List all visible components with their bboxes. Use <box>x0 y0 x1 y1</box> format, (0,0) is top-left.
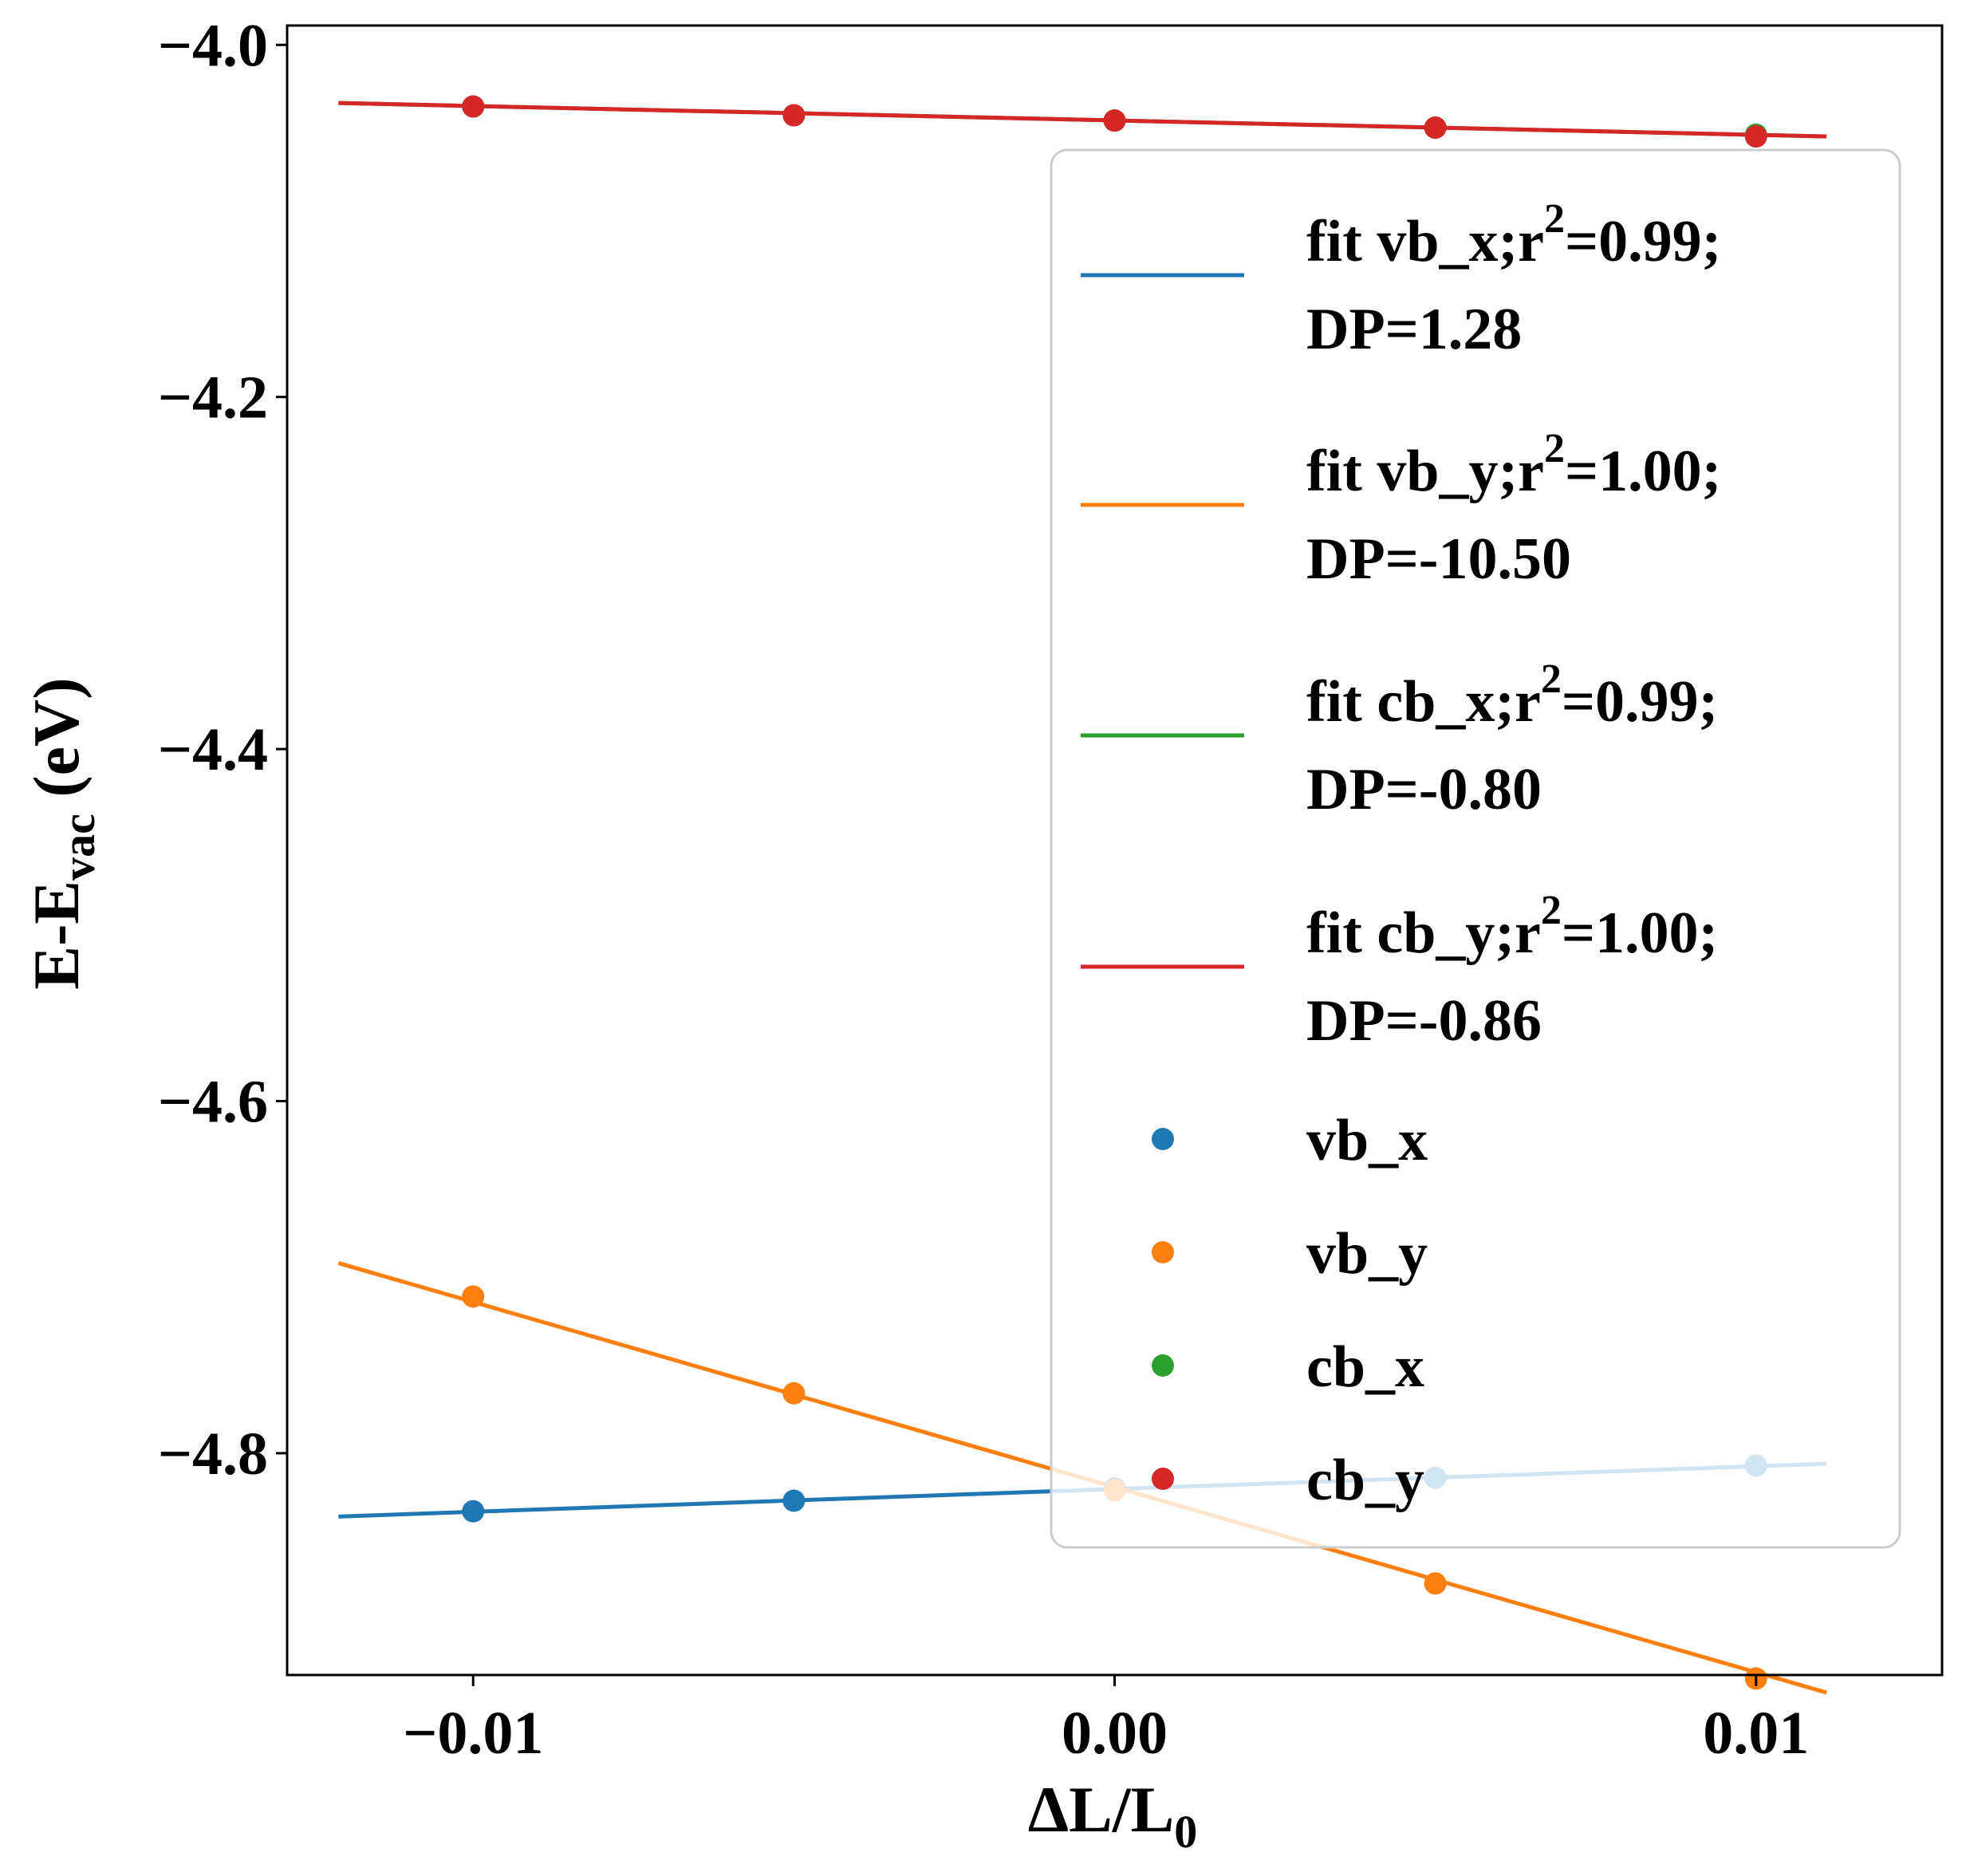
legend-marker-cb-y <box>1152 1468 1174 1490</box>
x-tick-label: 0.01 <box>1703 1700 1809 1767</box>
y-tick-label: −4.6 <box>158 1069 268 1136</box>
legend-label-dp-vb-x: DP=1.28 <box>1306 297 1522 362</box>
legend-label-cb-x: cb_x <box>1306 1334 1424 1400</box>
legend-label-vb-x: vb_x <box>1306 1108 1428 1173</box>
point-cb-y <box>1424 116 1447 140</box>
y-tick-label: −4.0 <box>158 12 268 79</box>
legend-label-fit-vb-x: fit vb_x;r2=0.99; <box>1306 196 1721 274</box>
legend-box <box>1050 148 1901 1549</box>
legend-label-vb-y: vb_y <box>1306 1221 1428 1287</box>
legend: fit vb_x;r2=0.99; DP=1.28 fit vb_y;r2=1.00… <box>1050 148 1901 1549</box>
x-axis-label: ΔL/L0 <box>1028 1773 1198 1858</box>
legend-label-dp-vb-y: DP=-10.50 <box>1306 526 1571 592</box>
point-vb-x <box>782 1489 806 1512</box>
y-axis-label-subscript: vac <box>53 814 104 881</box>
legend-marker-cb-x <box>1152 1354 1174 1377</box>
point-cb-y <box>782 104 806 127</box>
x-tick-label: −0.01 <box>403 1700 543 1767</box>
legend-label-dp-cb-x: DP=-0.80 <box>1306 757 1542 822</box>
point-vb-y <box>462 1285 485 1308</box>
legend-label-fit-vb-y: fit vb_y;r2=1.00; <box>1306 426 1721 504</box>
axis-ticks: −0.01 0.00 0.01 −4.0 −4.2 −4.4 −4.6 −4.8 <box>158 12 1810 1767</box>
legend-label-cb-y: cb_y <box>1306 1448 1424 1513</box>
point-cb-y <box>462 95 485 118</box>
point-vb-y <box>1424 1572 1447 1595</box>
legend-label-fit-cb-y: fit cb_y;r2=1.00; <box>1306 888 1718 966</box>
y-axis-label: E-Evac (eV) <box>20 677 104 989</box>
y-axis-label-unit: (eV) <box>20 677 93 814</box>
legend-marker-vb-y <box>1152 1241 1174 1263</box>
y-tick-label: −4.4 <box>158 716 268 783</box>
y-tick-label: −4.8 <box>158 1421 268 1488</box>
legend-label-dp-cb-y: DP=-0.86 <box>1306 988 1542 1054</box>
point-cb-y <box>1103 109 1126 132</box>
legend-label-fit-cb-x: fit cb_x;r2=0.99; <box>1306 656 1718 735</box>
y-tick-label: −4.2 <box>158 365 268 432</box>
x-tick-label: 0.00 <box>1062 1700 1168 1767</box>
point-cb-y <box>1744 125 1767 148</box>
point-vb-y <box>782 1381 806 1405</box>
legend-marker-vb-x <box>1152 1128 1174 1150</box>
x-axis-label-subscript: 0 <box>1174 1806 1197 1858</box>
fit-line-cb-y <box>338 100 1827 139</box>
point-vb-x <box>462 1500 485 1523</box>
